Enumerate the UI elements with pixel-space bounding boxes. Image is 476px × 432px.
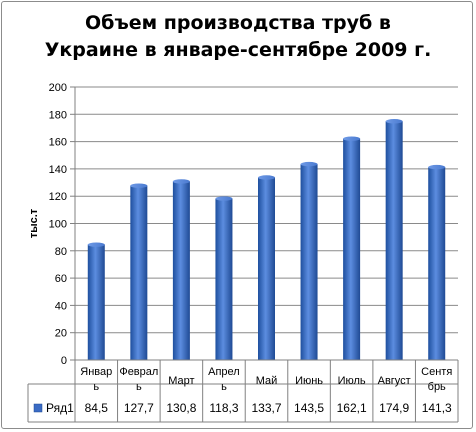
y-tick-label: 20	[55, 328, 67, 340]
bar-top	[385, 119, 403, 124]
data-value-label: 143,5	[294, 401, 324, 415]
bar-top	[300, 161, 318, 167]
category-label: Август	[378, 375, 411, 387]
bar	[130, 185, 148, 360]
category-label: Апрел ь	[208, 366, 240, 393]
category-label-line: ь	[93, 381, 99, 393]
category-label: Июль	[338, 375, 366, 387]
category-label: Сентя брь	[421, 366, 452, 393]
data-table: Январ ь Феврал ь Март Апрел ь Май Июнь Июль Август…	[27, 359, 459, 423]
bar-top	[130, 183, 148, 188]
category-label-line: Июнь	[295, 375, 323, 387]
bar-top	[343, 136, 361, 141]
bar	[428, 167, 446, 360]
bar-top	[87, 242, 105, 247]
bar	[87, 244, 105, 360]
category-label-line: ь	[136, 381, 142, 393]
category-label-line: Август	[378, 375, 411, 387]
bar	[215, 198, 233, 360]
category-label: Феврал ь	[119, 366, 158, 393]
y-tick-label: 0	[61, 355, 67, 367]
category-label-line: ь	[221, 381, 227, 393]
category-label: Март	[168, 375, 194, 387]
y-tick-label: 80	[55, 246, 67, 258]
y-tick-label: 60	[55, 273, 67, 285]
y-tick-label: 120	[49, 191, 67, 203]
y-tick-label: 100	[49, 219, 67, 231]
bar	[258, 177, 275, 360]
category-label: Июнь	[295, 375, 323, 387]
legend-key	[33, 403, 43, 413]
bar-top	[428, 164, 446, 170]
bar	[343, 138, 361, 360]
bar-top	[172, 179, 190, 184]
bar	[385, 121, 403, 360]
y-tick-label: 180	[49, 109, 67, 121]
category-label: Январ ь	[80, 366, 112, 393]
chart-title-line-1: Объем производства труб в	[85, 12, 391, 34]
data-value-label: 130,8	[166, 401, 196, 415]
y-tick-label: 40	[55, 300, 67, 312]
data-value-label: 141,3	[422, 401, 452, 415]
y-tick-label: 200	[49, 82, 67, 94]
legend-label: Ряд1	[46, 401, 74, 415]
y-tick-label: 140	[49, 164, 67, 176]
y-tick-label: 160	[49, 137, 67, 149]
category-label-line: Сентя	[421, 366, 452, 378]
category-label-line: Май	[256, 375, 278, 387]
category-label-line: Июль	[338, 375, 366, 387]
data-value-label: 127,7	[124, 401, 154, 415]
bar	[172, 181, 190, 360]
bar	[300, 164, 318, 360]
category-label-line: Апрел	[208, 366, 240, 378]
y-axis-label: тыс.т	[28, 208, 40, 238]
bars	[87, 119, 446, 360]
chart-title-line-2: Украине в январе-сентябре 2009 г.	[44, 39, 432, 61]
data-value-label: 133,7	[251, 401, 281, 415]
data-value-label: 84,5	[85, 401, 109, 415]
data-value-label: 118,3	[209, 401, 238, 415]
category-label-line: Феврал	[119, 366, 158, 378]
category-label-line: Март	[168, 375, 194, 387]
data-value-label: 162,1	[337, 401, 367, 415]
bar-top	[215, 196, 233, 201]
category-label-line: брь	[428, 381, 446, 393]
category-label-line: Январ	[80, 366, 112, 378]
data-value-label: 174,9	[379, 401, 409, 415]
bar-top	[258, 175, 275, 180]
category-label: Май	[256, 375, 278, 387]
chart-title: Объем производства труб в Украине в янва…	[0, 10, 476, 64]
axes: 0 20 40 60 80 100 120 140 160 180 200 тыс.т	[28, 82, 76, 367]
